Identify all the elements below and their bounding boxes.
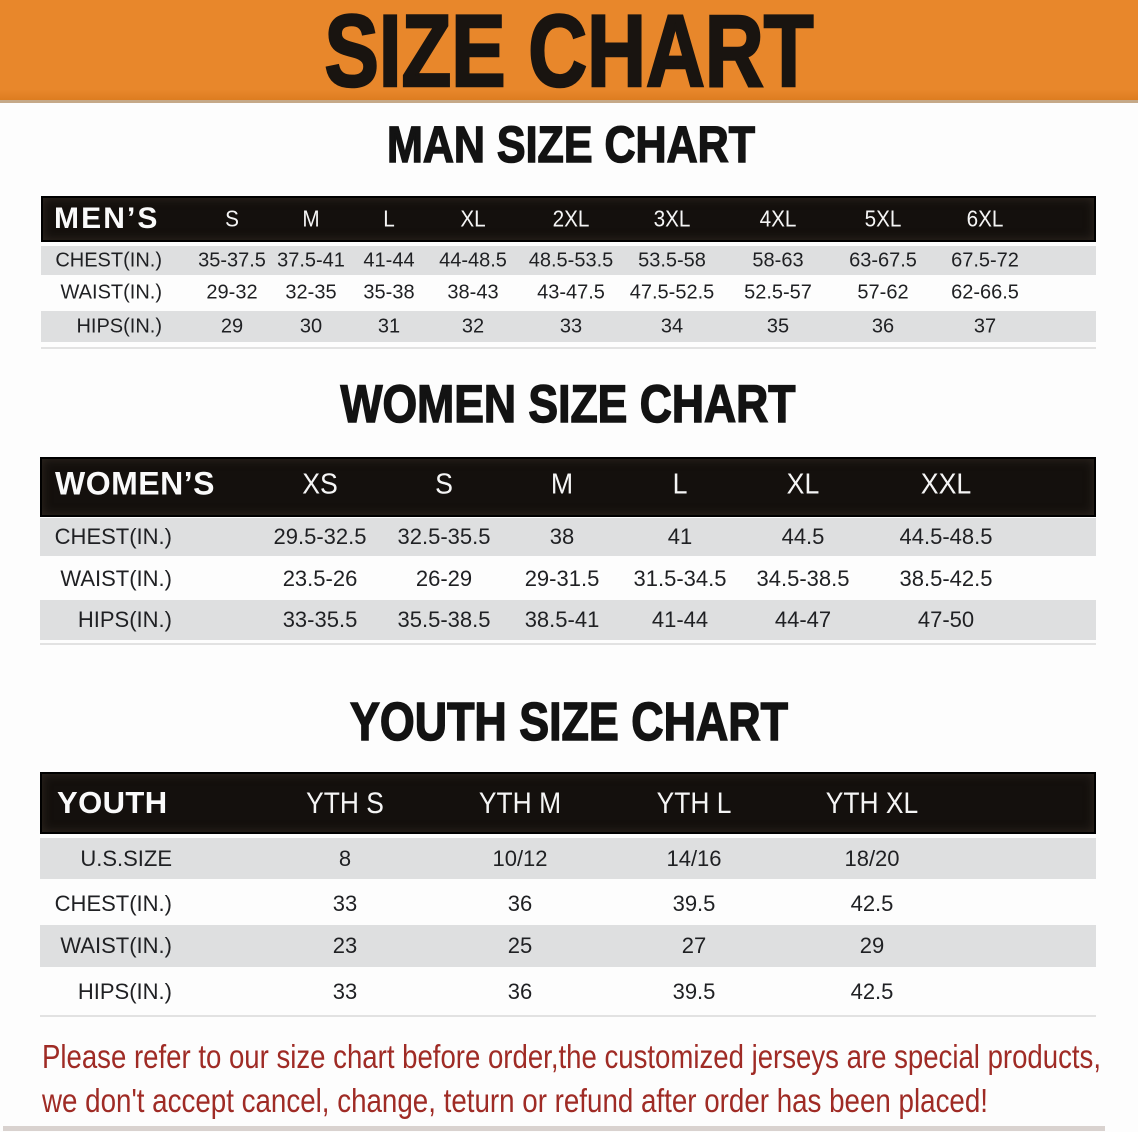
svg-text:YOUTH SIZE CHART: YOUTH SIZE CHART xyxy=(350,692,788,750)
svg-text:SIZE CHART: SIZE CHART xyxy=(325,0,814,108)
svg-text:we don't accept cancel, change: we don't accept cancel, change, teturn o… xyxy=(41,1083,988,1120)
svg-text:Please refer to our size chart: Please refer to our size chart before or… xyxy=(42,1039,1101,1076)
svg-text:MAN SIZE CHART: MAN SIZE CHART xyxy=(387,116,755,172)
svg-text:WOMEN SIZE CHART: WOMEN SIZE CHART xyxy=(341,375,796,432)
